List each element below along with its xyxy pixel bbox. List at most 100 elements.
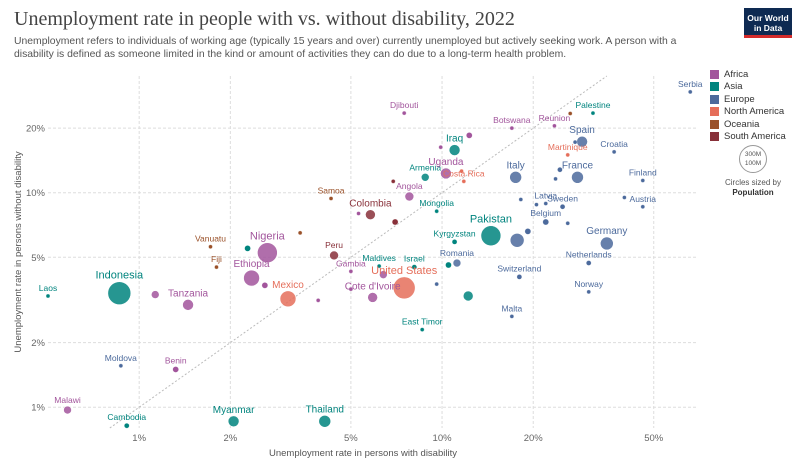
data-point[interactable] (509, 232, 525, 248)
data-point[interactable] (509, 125, 514, 131)
data-point[interactable] (45, 293, 51, 299)
owid-logo[interactable]: Our World in Data (744, 8, 792, 38)
data-point[interactable] (622, 195, 627, 200)
data-point[interactable] (571, 170, 584, 184)
data-point[interactable] (411, 264, 417, 270)
data-point[interactable] (565, 221, 570, 226)
data-point[interactable] (118, 363, 124, 368)
point-label: United States (371, 265, 438, 277)
legend-item-north-america[interactable]: North America (710, 106, 786, 119)
data-point[interactable] (559, 204, 566, 210)
data-point[interactable] (244, 245, 251, 252)
point-label: Norway (574, 279, 604, 289)
legend-item-south-america[interactable]: South America (710, 131, 786, 144)
data-point[interactable] (516, 274, 523, 280)
data-point[interactable] (568, 111, 573, 116)
data-point[interactable] (124, 423, 130, 429)
data-point[interactable] (318, 414, 332, 428)
data-point[interactable] (392, 276, 416, 300)
data-point[interactable] (445, 261, 452, 269)
data-point[interactable] (509, 314, 514, 319)
data-point[interactable] (461, 179, 466, 184)
size-caption-text: Circles sized by (724, 178, 781, 187)
data-point[interactable] (572, 140, 578, 145)
data-point[interactable] (452, 258, 462, 268)
data-point[interactable] (586, 289, 591, 294)
data-point[interactable] (150, 290, 160, 299)
data-point[interactable] (227, 415, 240, 428)
data-point[interactable] (611, 149, 617, 155)
data-point[interactable] (391, 218, 399, 226)
data-point[interactable] (552, 123, 557, 128)
points-layer (45, 89, 693, 429)
data-point[interactable] (462, 290, 474, 302)
data-point[interactable] (420, 172, 430, 182)
data-point[interactable] (524, 228, 531, 235)
data-point[interactable] (402, 110, 407, 116)
x-tick-label: 10% (433, 433, 453, 444)
data-point[interactable] (348, 287, 354, 292)
data-point[interactable] (367, 292, 378, 303)
data-point[interactable] (356, 211, 361, 216)
data-point[interactable] (543, 201, 548, 206)
data-point[interactable] (448, 144, 461, 156)
axes: 1% 2% 5% 10% 20% 50% 1% 2% 5% 10% 20% Unemployment … (13, 124, 664, 459)
data-point[interactable] (459, 169, 464, 174)
data-point[interactable] (420, 327, 425, 332)
data-point[interactable] (451, 239, 458, 245)
data-point[interactable] (600, 236, 614, 251)
data-point[interactable] (586, 260, 592, 266)
data-point[interactable] (261, 282, 269, 289)
data-point[interactable] (107, 281, 132, 306)
data-point[interactable] (518, 197, 523, 202)
data-point[interactable] (434, 209, 439, 214)
data-point[interactable] (434, 281, 439, 287)
data-point[interactable] (640, 204, 645, 209)
data-point[interactable] (257, 242, 278, 264)
data-point[interactable] (565, 152, 570, 158)
x-tick-label: 20% (524, 433, 544, 444)
data-point[interactable] (440, 167, 452, 180)
data-point[interactable] (243, 269, 260, 287)
data-point[interactable] (379, 270, 388, 279)
data-point[interactable] (182, 299, 194, 311)
point-label: Vanuatu (195, 234, 226, 244)
data-point[interactable] (297, 230, 303, 235)
legend-label: North America (724, 106, 785, 118)
data-point[interactable] (279, 290, 297, 308)
point-label: Reunion (539, 113, 571, 123)
point-label: Latvia (534, 191, 557, 201)
legend-item-asia[interactable]: Asia (710, 81, 786, 94)
data-point[interactable] (348, 269, 354, 274)
data-point[interactable] (542, 218, 549, 226)
data-point[interactable] (377, 263, 382, 269)
data-point[interactable] (214, 264, 219, 270)
data-point[interactable] (480, 225, 502, 247)
point-label: Pakistan (470, 214, 512, 226)
data-point[interactable] (63, 405, 72, 415)
data-point[interactable] (208, 244, 213, 249)
data-point[interactable] (466, 132, 473, 139)
data-point[interactable] (391, 179, 396, 184)
data-point[interactable] (688, 89, 693, 95)
point-label: Gambia (336, 258, 366, 268)
data-point[interactable] (534, 202, 539, 207)
data-point[interactable] (329, 250, 339, 261)
data-point[interactable] (316, 298, 321, 303)
point-label: Laos (39, 283, 57, 293)
data-point[interactable] (404, 191, 415, 202)
legend-item-europe[interactable]: Europe (710, 93, 786, 106)
data-point[interactable] (590, 110, 596, 116)
data-point[interactable] (557, 167, 563, 173)
data-point[interactable] (438, 145, 443, 150)
data-point[interactable] (640, 178, 645, 183)
point-label: Fiji (211, 254, 222, 264)
data-point[interactable] (365, 209, 376, 220)
point-label: Benin (165, 355, 187, 365)
data-point[interactable] (509, 170, 522, 184)
legend-item-oceania[interactable]: Oceania (710, 118, 786, 131)
data-point[interactable] (328, 196, 334, 201)
legend-item-africa[interactable]: Africa (710, 68, 786, 81)
data-point[interactable] (172, 366, 179, 373)
data-point[interactable] (553, 176, 558, 182)
